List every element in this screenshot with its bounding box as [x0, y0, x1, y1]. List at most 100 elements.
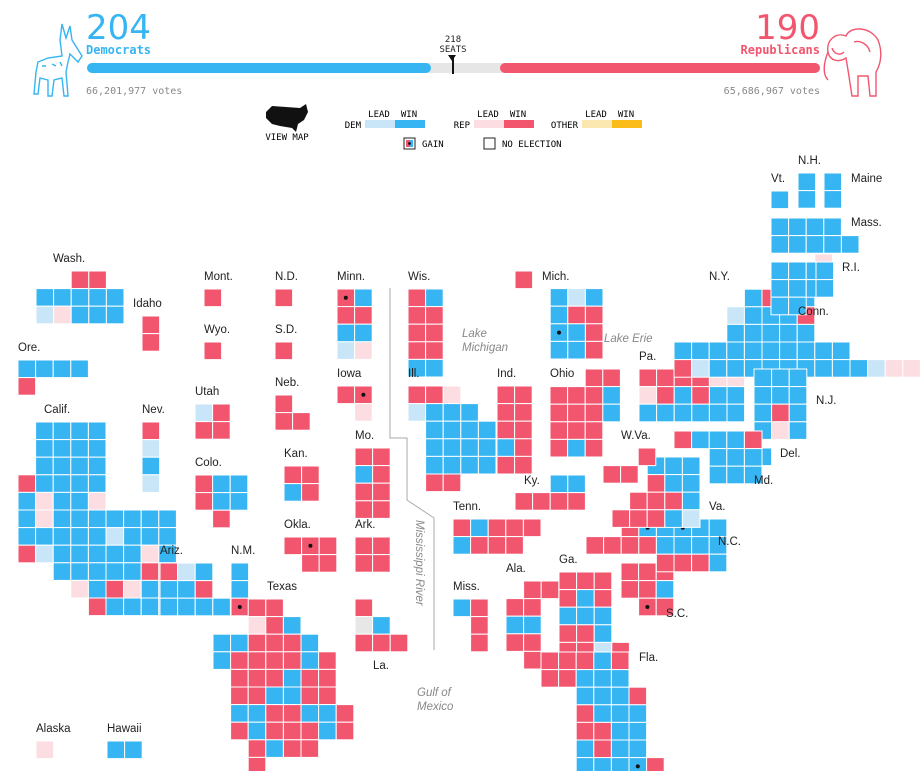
district-cell[interactable]	[815, 279, 835, 298]
district-cell[interactable]	[70, 288, 90, 307]
district-cell[interactable]	[628, 704, 648, 723]
district-cell[interactable]	[17, 509, 37, 529]
district-cell[interactable]	[477, 438, 497, 457]
district-cell[interactable]	[558, 624, 578, 643]
state-vt[interactable]	[770, 190, 790, 210]
district-cell[interactable]	[123, 562, 142, 581]
district-cell[interactable]	[514, 438, 533, 457]
state-nh[interactable]	[797, 172, 817, 209]
district-cell[interactable]	[496, 385, 516, 405]
district-cell[interactable]	[70, 421, 89, 441]
district-cell[interactable]	[522, 518, 542, 538]
district-cell[interactable]	[584, 323, 604, 342]
district-cell[interactable]	[123, 509, 142, 529]
district-cell[interactable]	[35, 740, 55, 760]
district-cell[interactable]	[212, 509, 231, 529]
district-cell[interactable]	[282, 721, 302, 741]
district-cell[interactable]	[372, 633, 391, 653]
state-nv[interactable]	[141, 421, 161, 493]
district-cell[interactable]	[35, 421, 54, 441]
district-cell[interactable]	[673, 536, 693, 555]
district-cell[interactable]	[628, 739, 648, 759]
district-cell[interactable]	[610, 739, 630, 759]
district-cell[interactable]	[17, 527, 37, 546]
district-cell[interactable]	[743, 465, 763, 485]
district-cell[interactable]	[770, 279, 790, 298]
district-cell[interactable]	[584, 288, 604, 307]
district-cell[interactable]	[681, 491, 701, 511]
state-ia[interactable]	[336, 385, 373, 422]
district-cell[interactable]	[194, 492, 214, 511]
district-cell[interactable]	[831, 359, 851, 378]
district-cell[interactable]	[691, 403, 710, 423]
district-cell[interactable]	[743, 323, 763, 343]
district-cell[interactable]	[610, 757, 630, 771]
district-cell[interactable]	[159, 597, 179, 617]
district-cell[interactable]	[638, 580, 657, 599]
district-cell[interactable]	[505, 536, 524, 555]
district-cell[interactable]	[779, 341, 798, 361]
district-cell[interactable]	[708, 386, 728, 405]
district-cell[interactable]	[407, 288, 427, 308]
district-cell[interactable]	[867, 359, 886, 378]
district-cell[interactable]	[282, 633, 302, 653]
district-cell[interactable]	[549, 438, 569, 458]
district-cell[interactable]	[540, 580, 560, 600]
district-cell[interactable]	[354, 306, 373, 325]
district-cell[interactable]	[141, 421, 161, 441]
district-cell[interactable]	[576, 571, 595, 591]
district-cell[interactable]	[88, 305, 107, 325]
district-cell[interactable]	[177, 562, 196, 582]
district-cell[interactable]	[247, 756, 267, 771]
district-cell[interactable]	[442, 385, 462, 405]
state-me[interactable]	[823, 172, 843, 209]
district-cell[interactable]	[470, 633, 489, 653]
district-cell[interactable]	[470, 616, 489, 635]
district-cell[interactable]	[770, 217, 790, 237]
district-cell[interactable]	[335, 704, 355, 723]
state-sc[interactable]	[620, 562, 675, 617]
district-cell[interactable]	[407, 323, 427, 343]
district-cell[interactable]	[354, 554, 374, 573]
district-cell[interactable]	[372, 447, 391, 467]
district-cell[interactable]	[523, 598, 542, 617]
district-cell[interactable]	[496, 420, 516, 440]
district-cell[interactable]	[708, 430, 728, 450]
district-cell[interactable]	[372, 482, 391, 502]
district-cell[interactable]	[177, 597, 196, 617]
district-cell[interactable]	[602, 386, 621, 405]
district-cell[interactable]	[558, 669, 577, 688]
district-cell[interactable]	[664, 474, 683, 493]
district-cell[interactable]	[673, 430, 693, 450]
district-cell[interactable]	[743, 306, 763, 325]
district-cell[interactable]	[123, 544, 142, 564]
us-map-icon[interactable]	[266, 104, 308, 132]
district-cell[interactable]	[505, 518, 524, 538]
district-cell[interactable]	[656, 403, 675, 423]
district-cell[interactable]	[788, 386, 808, 405]
district-cell[interactable]	[514, 385, 533, 405]
district-cell[interactable]	[788, 368, 808, 388]
district-cell[interactable]	[87, 439, 107, 458]
district-cell[interactable]	[610, 669, 630, 688]
state-ar[interactable]	[354, 536, 391, 573]
district-cell[interactable]	[88, 270, 107, 290]
district-cell[interactable]	[123, 597, 142, 617]
district-cell[interactable]	[372, 500, 391, 519]
district-cell[interactable]	[35, 456, 54, 476]
district-cell[interactable]	[158, 527, 177, 546]
state-ks[interactable]	[283, 465, 320, 502]
district-cell[interactable]	[726, 448, 745, 467]
state-wi[interactable]	[407, 288, 444, 378]
district-cell[interactable]	[425, 385, 444, 405]
state-ms[interactable]	[452, 598, 489, 653]
district-cell[interactable]	[87, 474, 107, 493]
district-cell[interactable]	[823, 217, 842, 237]
district-cell[interactable]	[902, 359, 921, 378]
district-cell[interactable]	[70, 491, 89, 511]
district-cell[interactable]	[743, 341, 763, 361]
district-cell[interactable]	[105, 305, 125, 325]
district-cell[interactable]	[407, 341, 427, 360]
district-cell[interactable]	[265, 598, 284, 618]
district-cell[interactable]	[140, 527, 160, 546]
